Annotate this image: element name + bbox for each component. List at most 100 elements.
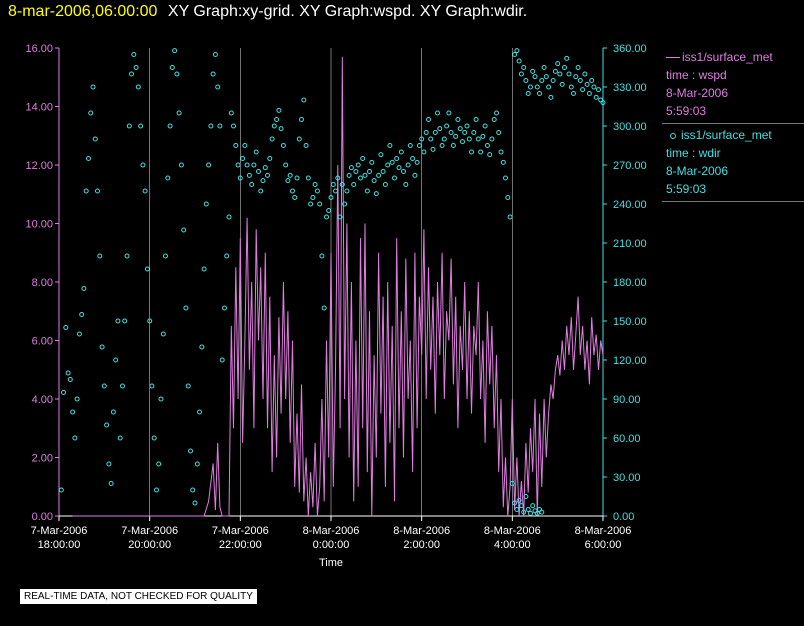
wdir-point-19 [101, 383, 107, 389]
wdir-point-31 [129, 71, 134, 77]
wdir-point-57 [188, 448, 193, 454]
wdir-point-35 [138, 123, 144, 129]
wdir-point-84 [249, 182, 255, 187]
wdir-point-23 [110, 409, 116, 415]
y-right-tick-label-10: 300.00 [613, 121, 647, 133]
wdir-point-38 [144, 266, 150, 272]
wdir-point-51 [174, 71, 180, 77]
wdir-point-189 [487, 152, 493, 158]
wdir-point-29 [124, 253, 130, 259]
wdir-point-82 [244, 162, 250, 168]
wdir-point-249 [593, 94, 599, 100]
wdir-point-107 [301, 97, 307, 103]
wdir-point-161 [423, 130, 429, 135]
wdir-point-179 [464, 123, 470, 129]
y-left-tick-label-5: 10.00 [25, 219, 53, 231]
wdir-point-73 [224, 253, 230, 259]
wdir-point-77 [233, 143, 239, 148]
wdir-point-144 [385, 162, 391, 168]
wdir-point-21 [106, 461, 112, 467]
wdir-point-46 [163, 253, 168, 259]
wdir-point-130 [353, 169, 359, 174]
wdir-point-239 [571, 91, 576, 96]
wdir-point-53 [178, 162, 184, 168]
wdir-point-215 [516, 58, 522, 64]
wdir-point-196 [503, 175, 508, 181]
wdir-point-18 [99, 344, 105, 350]
wdir-point-183 [473, 117, 479, 122]
wdir-point-219 [525, 91, 531, 96]
line-marker-icon [666, 57, 680, 59]
wdir-point-118 [326, 208, 332, 213]
wdir-point-0 [58, 487, 64, 493]
wdir-point-78 [235, 162, 241, 168]
wdir-point-178 [462, 130, 468, 135]
wdir-point-37 [142, 188, 148, 194]
wdir-point-195 [500, 159, 506, 165]
wdir-point-2 [63, 325, 69, 330]
wdir-point-242 [577, 78, 583, 83]
wdir-point-85 [251, 162, 257, 168]
wdir-point-48 [167, 123, 173, 129]
wdir-point-234 [559, 81, 565, 87]
wdir-point-170 [444, 123, 450, 129]
wdir-point-105 [296, 136, 302, 142]
y-right-tick-label-4: 120.00 [613, 355, 647, 367]
wdir-point-230 [550, 78, 556, 83]
x-tick-date-0: 7-Mar-2006 [31, 525, 88, 537]
wdir-point-71 [219, 357, 225, 363]
wdir-point-54 [181, 227, 187, 233]
x-tick-time-2: 22:00:00 [219, 539, 262, 551]
legend-entry-wdir[interactable]: iss1/surface_met time : wdir 8-Mar-2006 … [662, 124, 804, 202]
wdir-point-12 [86, 156, 91, 161]
wdir-point-240 [573, 74, 579, 80]
wdir-point-20 [104, 422, 110, 428]
wdir-point-140 [376, 172, 382, 178]
wdir-point-30 [126, 123, 132, 129]
wdir-point-212 [539, 509, 545, 515]
wdir-point-246 [586, 91, 592, 96]
wdir-point-252 [600, 100, 606, 106]
wdir-point-17 [97, 253, 103, 259]
wdir-point-69 [215, 84, 221, 90]
chart-header: 8-mar-2006,06:00:00 XY Graph:xy-grid. XY… [8, 3, 527, 21]
wdir-point-39 [147, 318, 153, 324]
wdir-point-106 [299, 117, 304, 122]
wdir-point-122 [335, 175, 341, 181]
wdir-point-86 [253, 149, 259, 155]
wdir-point-245 [584, 81, 590, 87]
y-right-tick-label-2: 60.00 [613, 433, 641, 445]
wdir-point-74 [226, 214, 232, 220]
series-wdir [58, 48, 606, 516]
wdir-point-146 [389, 159, 395, 165]
wdir-point-248 [591, 84, 597, 90]
wdir-point-111 [310, 195, 316, 200]
y-right-tick-label-1: 30.00 [613, 472, 641, 484]
y-left-tick-label-6: 12.00 [25, 160, 53, 172]
wdir-point-89 [260, 178, 266, 184]
wdir-point-121 [333, 188, 338, 194]
wdir-point-211 [537, 507, 542, 512]
wdir-point-42 [154, 487, 159, 493]
series-wspd [72, 56, 604, 517]
wdir-point-3 [65, 370, 71, 376]
wdir-point-247 [589, 78, 595, 83]
wdir-point-231 [552, 68, 558, 74]
wdir-point-194 [498, 149, 504, 155]
legend-time: 5:59:03 [666, 104, 707, 118]
wdir-point-226 [541, 65, 547, 70]
legend-entry-wspd[interactable]: iss1/surface_met time : wspd 8-Mar-2006 … [662, 46, 804, 124]
x-tick-date-3: 8-Mar-2006 [303, 525, 360, 537]
wdir-point-233 [557, 71, 563, 77]
x-tick-time-0: 18:00:00 [38, 539, 81, 551]
wdir-point-176 [457, 126, 463, 132]
y-right-tick-label-0: 0.00 [613, 511, 634, 523]
wdir-point-66 [208, 123, 214, 129]
wdir-point-232 [555, 61, 561, 67]
wdir-point-83 [246, 172, 252, 178]
wdir-point-171 [446, 110, 452, 116]
wdir-point-208 [530, 503, 536, 509]
wdir-point-97 [278, 126, 284, 132]
wdir-point-116 [321, 305, 327, 311]
